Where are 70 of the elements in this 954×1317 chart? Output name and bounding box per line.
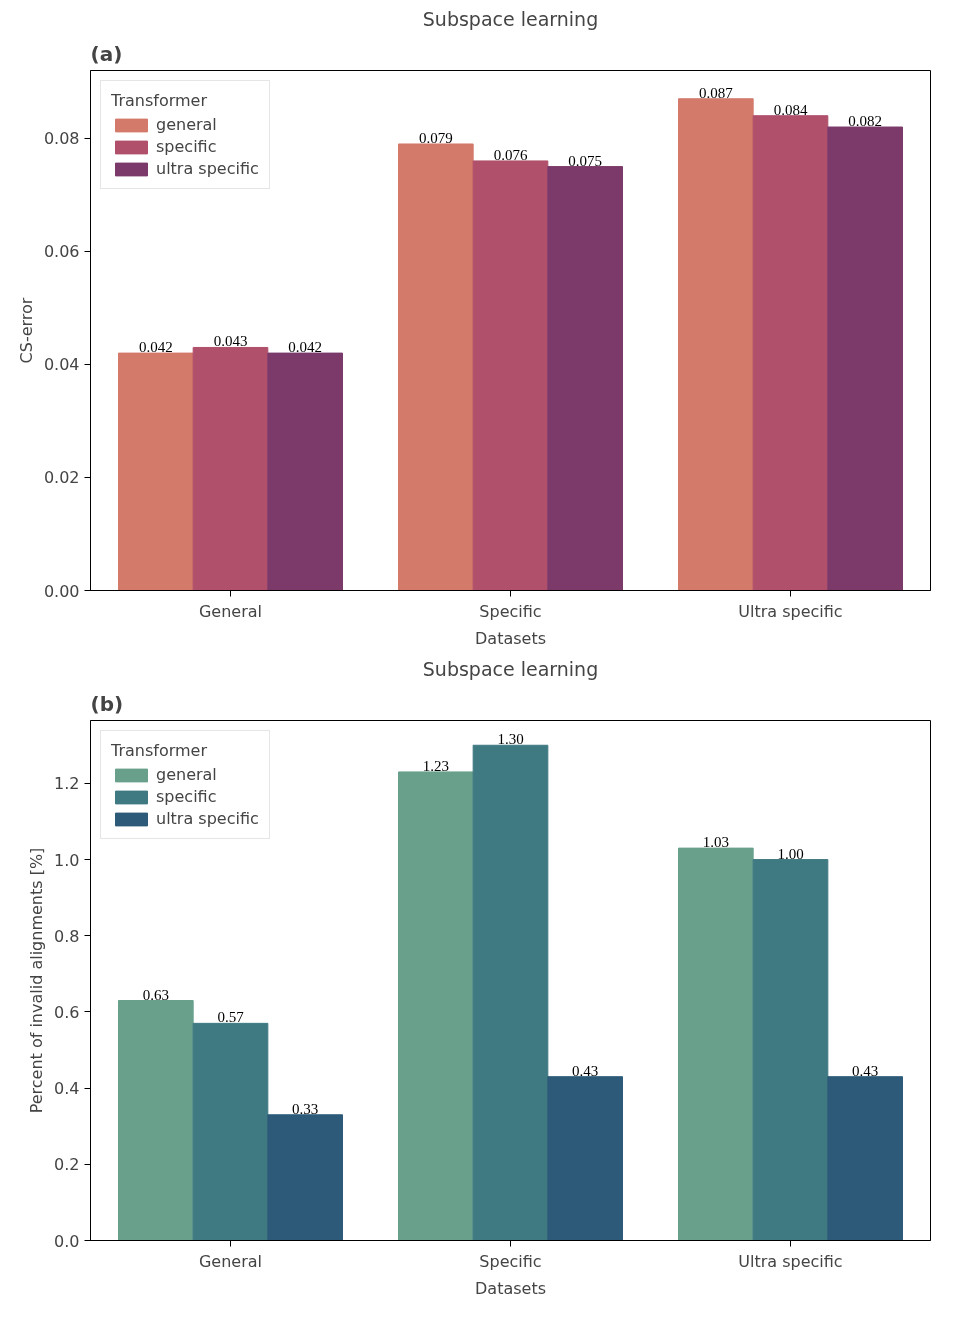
data-label: 0.079 (418, 129, 453, 146)
text: (b) (90, 691, 124, 716)
text: 1.2 (54, 774, 80, 794)
x-tick-label: Specific (479, 601, 542, 621)
text: 0.0 (54, 1231, 80, 1251)
legend-label: ultra specific (156, 159, 259, 178)
data-label: 0.63 (142, 986, 169, 1003)
bar (827, 126, 903, 591)
legend-title: Transformer (111, 741, 208, 760)
bar (752, 859, 829, 1241)
bar (547, 1076, 623, 1241)
data-label: 0.087 (698, 84, 734, 101)
data-label: 0.075 (568, 152, 603, 169)
data-label: 0.043 (213, 333, 248, 350)
bar (398, 143, 474, 591)
legend-label: general (156, 115, 217, 134)
x-tick-label: Specific (479, 1251, 542, 1271)
data-label: 0.042 (138, 339, 173, 356)
data-label: 0.076 (493, 146, 528, 163)
text: 0.6 (54, 1002, 80, 1022)
x-tick-label: Ultra specific (738, 1251, 843, 1271)
x-axis-title: Datasets (475, 1278, 546, 1298)
text: 0.00 (43, 581, 80, 601)
chart-title: Subspace learning (422, 7, 599, 30)
legend-label: general (156, 765, 217, 784)
text: 0.2 (54, 1155, 80, 1175)
text: 0.8 (54, 926, 80, 946)
data-label: 1.03 (702, 834, 729, 851)
data-label: 0.33 (292, 1100, 319, 1117)
data-label: 0.082 (848, 113, 883, 130)
text: 0.4 (54, 1079, 80, 1099)
bar (192, 346, 269, 591)
x-tick-label: General (198, 1251, 263, 1271)
bar (827, 1076, 903, 1241)
text: 0.08 (43, 129, 80, 149)
data-label: 1.23 (422, 757, 449, 774)
x-tick-label: Ultra specific (738, 601, 843, 621)
legend-title: Transformer (111, 91, 208, 110)
legend-label: specific (156, 137, 217, 156)
bar (547, 166, 623, 591)
bar (192, 1022, 269, 1241)
bar (752, 115, 829, 591)
data-label: 0.57 (217, 1009, 245, 1026)
text: 0.04 (43, 355, 80, 375)
data-label: 0.084 (773, 101, 808, 118)
x-axis-title: Datasets (475, 628, 546, 648)
data-label: 1.30 (497, 731, 524, 748)
bar (267, 1114, 343, 1241)
chart-title: Subspace learning (422, 657, 599, 680)
text: (a) (90, 41, 123, 66)
data-label: 1.00 (777, 845, 804, 862)
y-axis-title: Percent of invalid alignments [%] (27, 847, 47, 1114)
data-label: 0.042 (288, 339, 323, 356)
bar (472, 160, 549, 591)
y-axis-title: CS-error (16, 297, 36, 364)
x-tick-label: General (198, 601, 263, 621)
bar (678, 98, 754, 591)
bar (678, 847, 754, 1241)
bar (267, 352, 343, 591)
legend-label: ultra specific (156, 809, 259, 828)
text: 0.02 (43, 468, 80, 488)
bar (118, 1000, 194, 1241)
bar (118, 352, 194, 591)
data-label: 0.43 (852, 1062, 879, 1079)
text: 1.0 (54, 850, 80, 870)
legend-label: specific (156, 787, 217, 806)
data-label: 0.43 (572, 1062, 599, 1079)
bar (398, 771, 474, 1241)
text: 0.06 (43, 242, 80, 262)
bar (472, 744, 549, 1241)
